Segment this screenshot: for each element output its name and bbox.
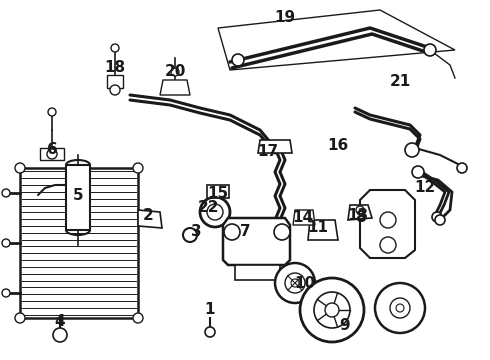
Circle shape	[375, 283, 425, 333]
Circle shape	[435, 215, 445, 225]
Polygon shape	[308, 220, 338, 240]
Polygon shape	[107, 75, 123, 88]
Text: 19: 19	[274, 10, 295, 26]
Circle shape	[2, 189, 10, 197]
Circle shape	[396, 304, 404, 312]
Text: 20: 20	[164, 64, 186, 80]
Text: 14: 14	[293, 211, 314, 225]
Text: 15: 15	[207, 185, 228, 201]
Text: 8: 8	[355, 211, 366, 225]
Text: 1: 1	[205, 302, 215, 318]
Text: 21: 21	[390, 75, 411, 90]
Circle shape	[380, 237, 396, 253]
Circle shape	[53, 328, 67, 342]
Circle shape	[412, 166, 424, 178]
Circle shape	[224, 224, 240, 240]
Circle shape	[275, 263, 315, 303]
Circle shape	[457, 163, 467, 173]
Circle shape	[300, 278, 364, 342]
Circle shape	[314, 292, 350, 328]
Bar	[66, 165, 90, 230]
Polygon shape	[138, 210, 162, 228]
Text: 5: 5	[73, 188, 83, 202]
Circle shape	[356, 206, 364, 214]
Text: 7: 7	[240, 225, 250, 239]
Circle shape	[15, 313, 25, 323]
Circle shape	[390, 298, 410, 318]
Text: 3: 3	[191, 225, 201, 239]
Text: 13: 13	[347, 207, 368, 222]
Polygon shape	[360, 190, 415, 258]
Circle shape	[133, 313, 143, 323]
Polygon shape	[223, 218, 290, 265]
Text: 12: 12	[415, 180, 436, 195]
Circle shape	[232, 54, 244, 66]
Circle shape	[47, 149, 57, 159]
Circle shape	[2, 239, 10, 247]
Circle shape	[15, 163, 25, 173]
Circle shape	[110, 85, 120, 95]
Circle shape	[207, 204, 223, 220]
Circle shape	[405, 143, 419, 157]
Circle shape	[183, 228, 197, 242]
Bar	[207, 185, 229, 198]
Polygon shape	[160, 80, 190, 95]
Circle shape	[200, 197, 230, 227]
Circle shape	[171, 68, 179, 76]
Circle shape	[2, 289, 10, 297]
Circle shape	[274, 224, 290, 240]
Circle shape	[432, 212, 442, 222]
Circle shape	[325, 303, 339, 317]
Circle shape	[133, 163, 143, 173]
Bar	[20, 168, 138, 318]
Text: 16: 16	[327, 138, 348, 153]
Polygon shape	[348, 205, 372, 220]
Bar	[235, 265, 280, 280]
Text: 2: 2	[143, 207, 153, 222]
Circle shape	[424, 44, 436, 56]
Text: 10: 10	[294, 275, 316, 291]
Text: 18: 18	[104, 60, 125, 76]
Circle shape	[205, 327, 215, 337]
Polygon shape	[293, 210, 315, 225]
Circle shape	[291, 279, 299, 287]
Circle shape	[380, 212, 396, 228]
Polygon shape	[258, 140, 292, 153]
Text: 6: 6	[47, 143, 57, 158]
Circle shape	[48, 108, 56, 116]
Text: 4: 4	[55, 315, 65, 329]
Polygon shape	[40, 148, 64, 160]
Circle shape	[111, 44, 119, 52]
Circle shape	[285, 273, 305, 293]
Text: 11: 11	[308, 220, 328, 235]
Text: 9: 9	[340, 318, 350, 333]
Text: 22: 22	[197, 201, 219, 216]
Text: 17: 17	[257, 144, 278, 159]
